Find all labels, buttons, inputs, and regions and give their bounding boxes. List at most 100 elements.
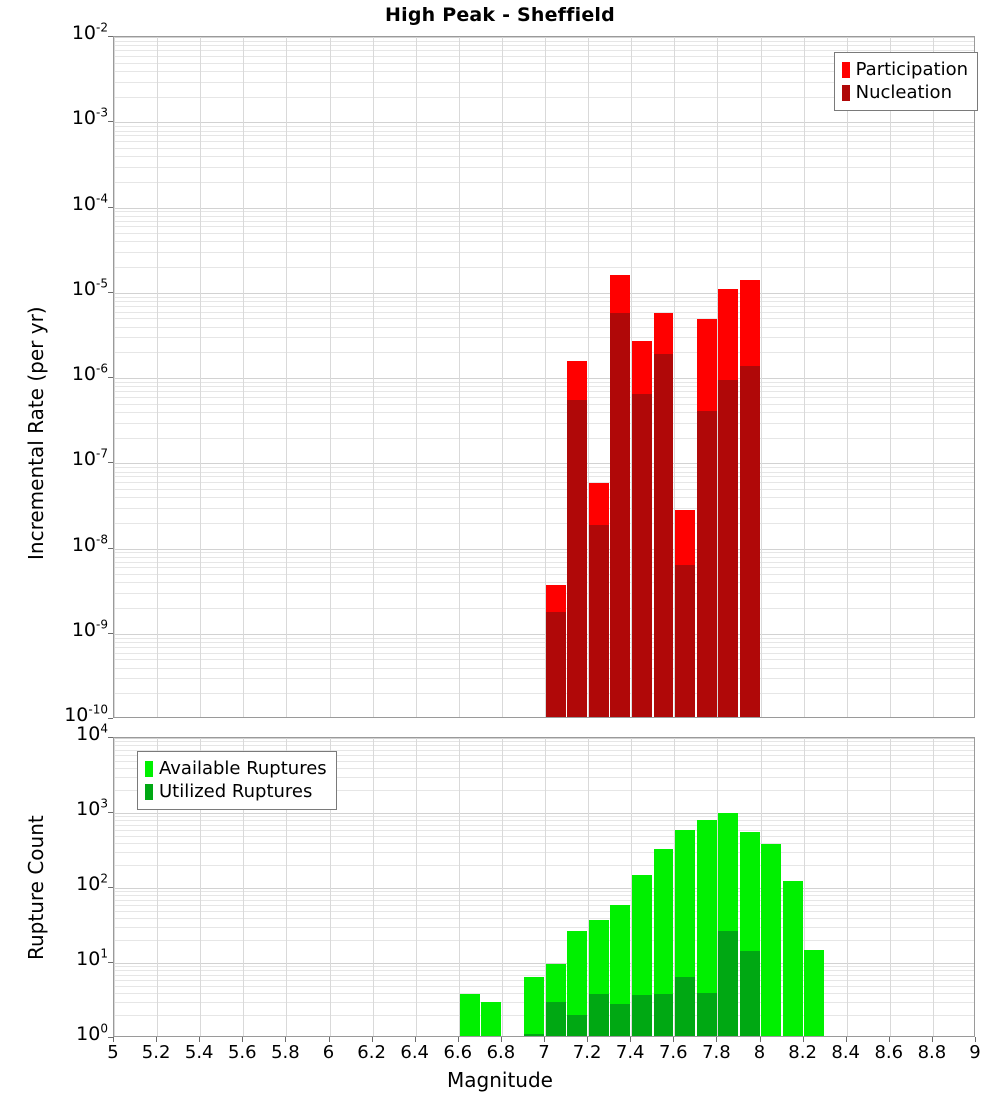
bar-segment-nucleation <box>545 612 566 717</box>
y-tick-mark <box>108 547 113 549</box>
bar-rupture-count-m7.2 <box>588 920 609 1036</box>
y-tick-mark <box>108 1037 113 1038</box>
bar-rupture-count-m7.4 <box>632 875 652 1036</box>
bar-segment-utilized <box>675 976 696 1036</box>
bar-incremental-rate-m7.8 <box>718 288 739 717</box>
bar-incremental-rate-m7.7 <box>696 318 717 717</box>
top-legend: Participation Nucleation <box>833 52 978 111</box>
x-tick-label: 8.4 <box>831 1042 861 1063</box>
x-tick-label: 5 <box>107 1042 119 1063</box>
bottom-bar-group <box>114 738 974 1036</box>
x-tick-label: 9 <box>969 1042 981 1063</box>
bar-rupture-count-m7.8 <box>718 813 739 1036</box>
top-y-axis-title: Incremental Rate (per yr) <box>24 306 48 560</box>
bar-segment-nucleation <box>675 565 696 717</box>
top-bar-group <box>114 37 974 717</box>
y-tick-mark <box>108 962 113 963</box>
y-tick-label: 101 <box>76 946 108 970</box>
y-tick-mark <box>108 291 113 293</box>
x-tick-mark <box>242 1037 244 1042</box>
bar-segment-nucleation <box>739 366 760 717</box>
y-tick-mark <box>108 206 113 208</box>
legend-label: Participation <box>855 58 968 80</box>
legend-label: Utilized Ruptures <box>159 780 313 802</box>
y-tick-label: 10-5 <box>71 276 108 300</box>
y-tick-label: 10-6 <box>71 361 108 385</box>
y-tick-label: 104 <box>76 721 108 745</box>
bar-rupture-count-m8.2 <box>804 950 825 1036</box>
legend-label: Nucleation <box>855 81 952 103</box>
y-tick-label: 10-8 <box>71 532 108 556</box>
x-tick-label: 5.6 <box>227 1042 257 1063</box>
y-tick-mark <box>108 121 113 123</box>
x-tick-mark <box>587 1037 589 1042</box>
y-tick-label: 10-9 <box>71 617 108 641</box>
y-tick-mark <box>108 377 113 378</box>
bar-segment-nucleation <box>718 379 739 717</box>
bar-segment-nucleation <box>696 410 717 717</box>
x-tick-label: 6.6 <box>443 1042 473 1063</box>
bar-rupture-count-m7 <box>545 964 566 1036</box>
x-tick-mark <box>371 1037 373 1042</box>
bar-segment-utilized <box>696 993 717 1036</box>
y-tick-label: 10-4 <box>71 191 108 215</box>
y-tick-mark <box>108 718 113 719</box>
x-tick-label: 6 <box>322 1042 335 1063</box>
x-tick-mark <box>931 1037 933 1042</box>
rupture-count-plot: Available Ruptures Utilized Ruptures <box>113 737 975 1037</box>
bar-incremental-rate-m7.4 <box>632 340 652 717</box>
y-tick-label: 10-2 <box>71 20 108 44</box>
y-tick-mark <box>108 812 113 813</box>
bar-segment-utilized <box>739 951 760 1036</box>
x-tick-label: 6.4 <box>400 1042 430 1063</box>
y-tick-mark <box>108 632 113 634</box>
bar-incremental-rate-m7.2 <box>588 483 609 717</box>
x-tick-label: 7.8 <box>702 1042 731 1063</box>
legend-swatch-icon <box>841 61 850 78</box>
page-title: High Peak - Sheffield <box>385 4 615 26</box>
y-tick-label: 10-7 <box>71 446 108 471</box>
bar-rupture-count-m6.7 <box>481 1002 502 1036</box>
bar-segment-nucleation <box>588 524 609 717</box>
top-gridlines <box>114 37 974 717</box>
bar-incremental-rate-m7.9 <box>739 279 760 717</box>
bar-segment-utilized <box>653 994 674 1036</box>
x-tick-mark <box>716 1037 718 1042</box>
bar-segment-utilized <box>718 931 739 1036</box>
x-tick-label: 5.8 <box>271 1042 300 1063</box>
x-tick-mark <box>457 1037 459 1042</box>
x-tick-label: 8.6 <box>874 1042 904 1063</box>
bar-segment-nucleation <box>567 399 588 717</box>
legend-item: Utilized Ruptures <box>145 780 327 803</box>
x-tick-mark <box>802 1037 804 1042</box>
legend-swatch-icon <box>841 84 850 101</box>
y-tick-mark <box>108 887 113 888</box>
bar-segment-utilized <box>545 1002 566 1036</box>
x-tick-mark <box>328 1037 330 1042</box>
legend-swatch-icon <box>145 783 153 800</box>
bar-segment-utilized <box>524 1034 545 1036</box>
bar-incremental-rate-m7 <box>545 585 566 717</box>
x-tick-mark <box>414 1037 416 1042</box>
legend-swatch-icon <box>145 760 153 777</box>
bar-segment-nucleation <box>610 312 631 717</box>
y-tick-label: 103 <box>76 796 108 820</box>
x-tick-mark <box>975 1037 976 1042</box>
x-tick-mark <box>845 1037 847 1042</box>
bar-rupture-count-m8 <box>761 844 782 1036</box>
y-tick-label: 102 <box>76 871 108 895</box>
bar-rupture-count-m7.6 <box>675 830 696 1036</box>
x-tick-label: 5.2 <box>141 1042 171 1063</box>
bar-segment-utilized <box>610 1003 631 1036</box>
y-tick-mark <box>108 36 113 37</box>
x-tick-label: 8.8 <box>917 1042 947 1063</box>
y-tick-label: 10-10 <box>64 702 108 726</box>
bar-rupture-count-m7.3 <box>610 905 631 1036</box>
x-tick-mark <box>500 1037 502 1042</box>
y-tick-label: 10-3 <box>71 105 108 130</box>
x-tick-label: 7.2 <box>572 1042 602 1063</box>
x-tick-label: 7.6 <box>658 1042 688 1063</box>
x-tick-mark <box>630 1037 632 1042</box>
x-tick-label: 6.8 <box>486 1042 516 1063</box>
